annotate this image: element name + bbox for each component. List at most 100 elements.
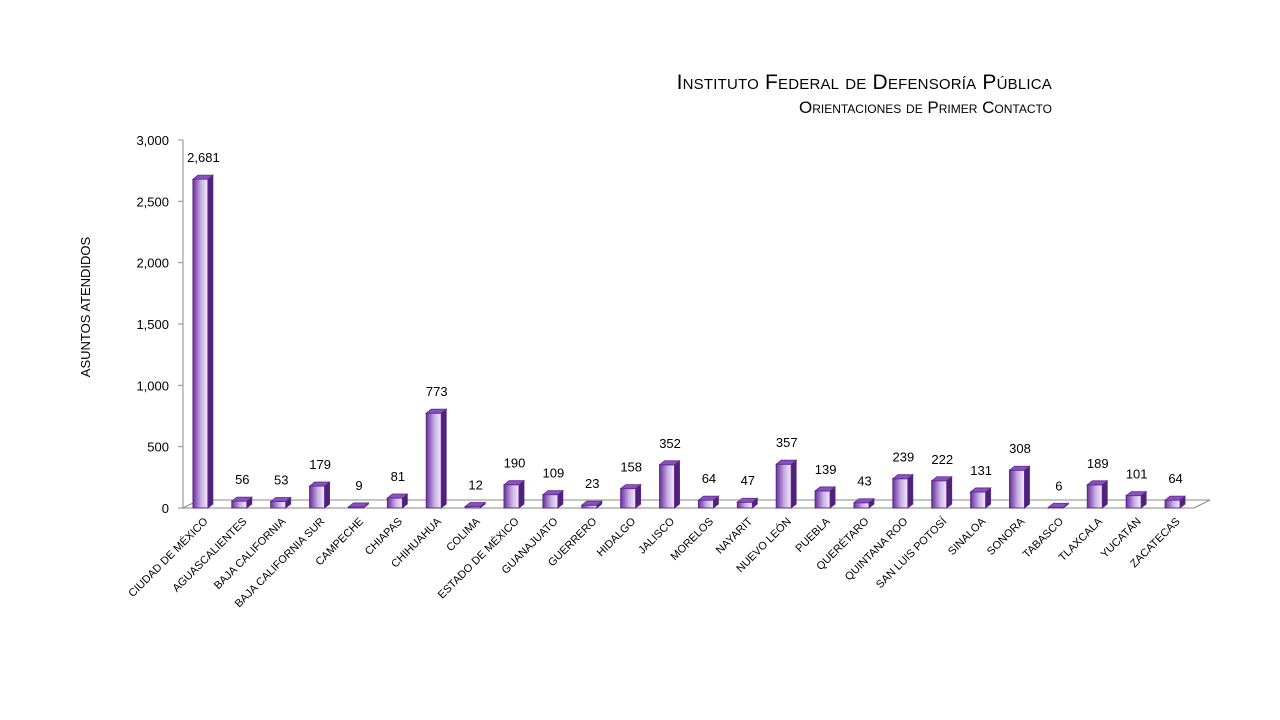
bar [230, 496, 253, 509]
bar-top [347, 502, 370, 508]
data-label: 357 [776, 435, 798, 450]
data-label: 9 [355, 478, 362, 493]
y-tick-label: 3,000 [136, 133, 169, 148]
y-tick-label: 2,000 [136, 256, 169, 271]
bar [619, 483, 642, 509]
bar-front [775, 463, 792, 509]
bar-side [518, 479, 525, 509]
bar-front [1086, 484, 1103, 509]
bar [347, 502, 370, 509]
bar [425, 408, 448, 509]
y-tick-label: 0 [162, 501, 169, 516]
data-label: 131 [970, 463, 992, 478]
bar [1086, 479, 1109, 509]
bar-top [191, 174, 215, 180]
data-label: 239 [893, 450, 915, 465]
bar-top [813, 486, 837, 492]
bar-front [581, 504, 598, 509]
x-tick-label: JALISCO [636, 515, 677, 556]
y-tick-label: 500 [147, 440, 169, 455]
bar-top [852, 498, 876, 504]
y-tick-label: 2,500 [136, 194, 169, 209]
bar [269, 496, 292, 509]
bar-front [970, 491, 987, 509]
data-label: 352 [659, 436, 681, 451]
bar [736, 497, 759, 509]
bar [697, 495, 720, 509]
bar-top [425, 408, 448, 414]
bar [386, 493, 409, 509]
bar-front [853, 502, 870, 509]
bar [813, 486, 837, 509]
x-tick-label: PUEBLA [794, 515, 834, 555]
x-tick-label: NAYARIT [714, 515, 755, 556]
bar-front [931, 480, 948, 509]
bar-front [620, 488, 637, 509]
bar-front [1164, 499, 1181, 509]
bar [1008, 465, 1031, 509]
bar [308, 481, 331, 509]
bar-top [580, 500, 603, 506]
bar-front [425, 412, 442, 509]
bar [891, 473, 915, 509]
bar-front [736, 501, 753, 509]
x-tick-label: AGUASCALIENTES [171, 516, 250, 595]
data-label: 190 [504, 456, 526, 471]
bar-top [269, 497, 292, 502]
bar-front [814, 490, 831, 509]
bar-top [386, 493, 409, 499]
data-label: 12 [468, 478, 482, 493]
bar [580, 500, 603, 509]
x-tick-label: BAJA CALIFORNIA [212, 515, 289, 592]
data-label: 773 [426, 384, 448, 399]
bar-top [891, 474, 915, 480]
bar-top [1125, 491, 1148, 497]
bar [658, 459, 681, 509]
data-label: 43 [857, 474, 871, 489]
bar-top [1008, 465, 1031, 471]
bar [463, 501, 487, 509]
data-label: 23 [585, 476, 599, 491]
data-label: 109 [543, 466, 565, 481]
bar-front [697, 499, 714, 509]
data-label: 64 [1168, 471, 1182, 486]
bar-top [230, 496, 253, 502]
bar-top [1086, 480, 1109, 486]
x-tick-label: COLIMA [444, 515, 483, 554]
bar [541, 489, 565, 509]
bar [1125, 490, 1148, 509]
bar-top [930, 476, 953, 482]
bar-front [1125, 495, 1142, 509]
bar-top [619, 484, 642, 490]
bar-top [1047, 502, 1070, 508]
data-label: 308 [1009, 441, 1031, 456]
bar [1163, 495, 1187, 509]
bar-top [541, 490, 565, 496]
bar-top [463, 502, 487, 507]
y-tick-label: 1,000 [136, 378, 169, 393]
data-label: 64 [702, 471, 716, 486]
chart-subtitle: Orientaciones de Primer Contacto [798, 98, 1052, 117]
axes: 0 500 1,000 1,500 2,000 2,500 3,000 [136, 133, 1211, 516]
data-label: 179 [309, 457, 331, 472]
data-label: 56 [235, 472, 249, 487]
y-axis-label: ASUNTOS ATENDIDOS [78, 236, 93, 377]
data-label: 101 [1126, 467, 1148, 482]
bar-top [697, 495, 720, 501]
bar-front [542, 494, 559, 509]
bar-front [892, 478, 909, 509]
bar [969, 487, 992, 509]
data-label: 2,681 [187, 150, 220, 165]
bar-front [309, 485, 326, 509]
bar-front [231, 500, 248, 509]
bar-side [674, 459, 680, 509]
data-label: 81 [391, 469, 405, 484]
bar [502, 479, 526, 509]
bar [191, 174, 215, 509]
bar [930, 475, 953, 509]
bar-front [192, 178, 209, 509]
data-label: 158 [620, 460, 642, 475]
data-label: 6 [1055, 478, 1062, 493]
bar-top [1163, 495, 1187, 501]
bar-side [440, 408, 447, 509]
